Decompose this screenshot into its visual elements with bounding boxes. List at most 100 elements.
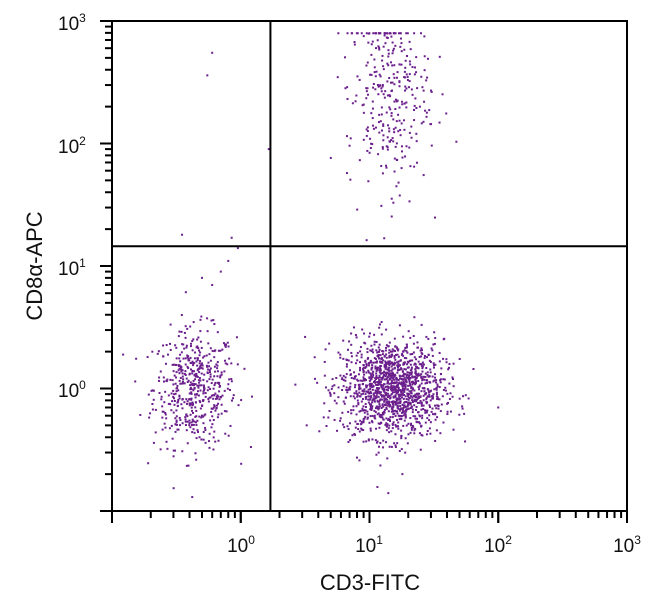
data-point — [375, 427, 378, 430]
data-point — [387, 386, 390, 389]
data-point — [199, 401, 202, 404]
data-point — [426, 388, 429, 391]
data-point — [347, 388, 350, 391]
data-point — [390, 374, 393, 377]
data-point — [191, 370, 194, 373]
data-point — [356, 208, 359, 211]
data-point — [413, 404, 416, 407]
data-point — [364, 342, 367, 345]
data-point — [366, 87, 369, 90]
data-point — [196, 419, 199, 422]
data-point — [403, 394, 406, 397]
data-point — [378, 343, 381, 346]
data-point — [391, 353, 394, 356]
data-point — [192, 411, 195, 414]
data-point — [365, 128, 368, 131]
data-point — [381, 146, 384, 149]
data-point — [154, 408, 157, 411]
data-point — [341, 377, 344, 380]
data-point — [396, 418, 399, 421]
data-point — [451, 376, 454, 379]
y-tick-label: 103 — [58, 11, 86, 35]
data-point — [161, 428, 164, 431]
data-point — [345, 386, 348, 389]
data-point — [390, 430, 393, 433]
data-point — [386, 32, 389, 35]
data-point — [175, 357, 178, 360]
data-point — [347, 440, 350, 443]
data-point — [367, 388, 370, 391]
data-point — [418, 105, 421, 108]
data-point — [365, 87, 368, 90]
y-axis-title: CD8α-APC — [22, 211, 47, 320]
data-point — [401, 392, 404, 395]
data-point — [378, 403, 381, 406]
data-point — [388, 94, 391, 97]
data-point — [396, 405, 399, 408]
data-point — [201, 367, 204, 370]
data-point — [348, 422, 351, 425]
data-point — [429, 371, 432, 374]
data-point — [410, 368, 413, 371]
data-point — [419, 399, 422, 402]
data-point — [381, 85, 384, 88]
data-point — [407, 375, 410, 378]
data-point — [406, 442, 409, 445]
data-point — [372, 82, 375, 85]
data-point — [378, 348, 381, 351]
data-point — [389, 386, 392, 389]
data-point — [371, 143, 374, 146]
data-point — [408, 80, 411, 83]
data-point — [386, 94, 389, 97]
data-point — [421, 361, 424, 364]
data-point — [438, 398, 441, 401]
data-point — [349, 385, 352, 388]
data-point — [400, 368, 403, 371]
data-point — [392, 201, 395, 204]
data-point — [388, 397, 391, 400]
data-point — [228, 378, 231, 381]
data-point — [385, 407, 388, 410]
data-point — [365, 363, 368, 366]
data-point — [411, 66, 414, 69]
data-point — [375, 349, 378, 352]
data-point — [428, 109, 431, 112]
data-point — [223, 343, 226, 346]
data-point — [409, 384, 412, 387]
data-point — [439, 410, 442, 413]
data-point — [398, 368, 401, 371]
data-point — [400, 42, 403, 45]
data-point — [383, 399, 386, 402]
data-point — [415, 71, 418, 74]
data-point — [209, 347, 212, 350]
data-point — [190, 402, 193, 405]
data-point — [434, 373, 437, 376]
data-point — [356, 395, 359, 398]
data-point — [439, 432, 442, 435]
data-point — [395, 120, 398, 123]
data-point — [378, 370, 381, 373]
data-point — [343, 426, 346, 429]
data-point — [372, 384, 375, 387]
data-point — [375, 366, 378, 369]
data-point — [163, 401, 166, 404]
data-point — [435, 379, 438, 382]
data-point — [394, 402, 397, 405]
data-point — [430, 144, 433, 147]
data-point — [414, 376, 417, 379]
data-point — [384, 385, 387, 388]
data-point — [413, 316, 416, 319]
data-point — [372, 370, 375, 373]
data-point — [399, 414, 402, 417]
data-point — [396, 404, 399, 407]
data-point — [396, 412, 399, 415]
data-point — [192, 389, 195, 392]
data-point — [370, 361, 373, 364]
x-axis-title: CD3-FITC — [320, 570, 420, 595]
data-point — [393, 356, 396, 359]
data-point — [178, 364, 181, 367]
data-point — [395, 346, 398, 349]
data-point — [458, 397, 461, 400]
data-point — [393, 157, 396, 160]
data-point — [198, 354, 201, 357]
